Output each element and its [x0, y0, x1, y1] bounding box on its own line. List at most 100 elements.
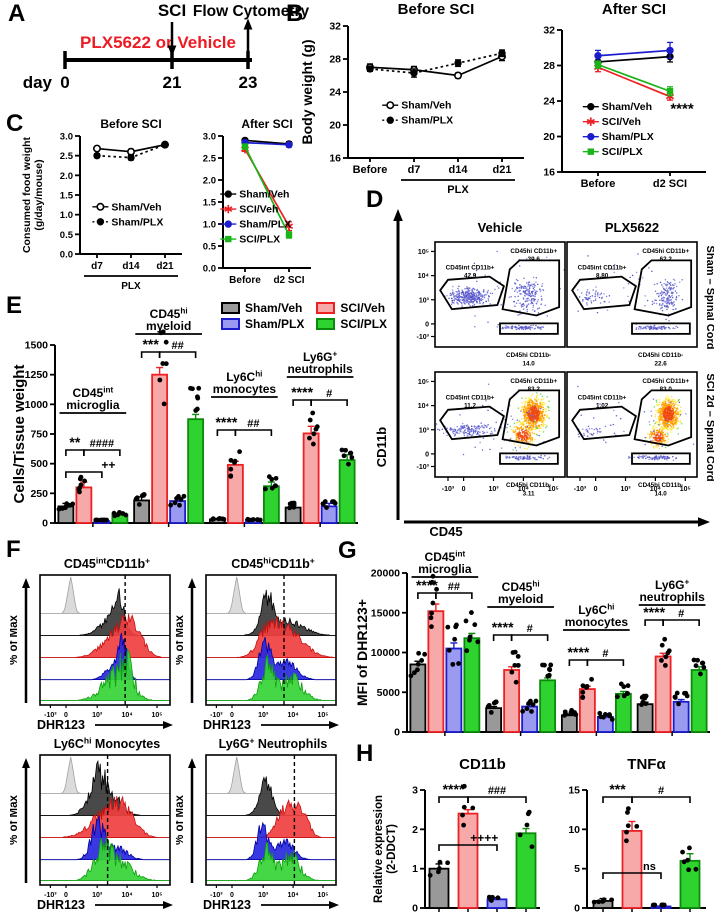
svg-text:Ly6Chi Monocytes: Ly6Chi Monocytes [54, 735, 160, 751]
svg-text:0: 0 [394, 727, 400, 739]
svg-text:microglia: microglia [66, 398, 120, 412]
svg-text:Flow Cytometry: Flow Cytometry [193, 3, 310, 20]
svg-text:10⁴: 10⁴ [418, 273, 430, 280]
svg-text:CD45int: CD45int [425, 549, 466, 564]
svg-text:10³: 10³ [258, 892, 269, 899]
svg-text:SCI/PLX: SCI/PLX [239, 234, 280, 246]
svg-text:Sham/PLX: Sham/PLX [401, 115, 453, 127]
svg-text:TNFα: TNFα [627, 756, 666, 773]
svg-text:20: 20 [329, 120, 341, 132]
svg-text:10³: 10³ [620, 486, 631, 493]
chart-body-weight-after: 16 20 24 28 32 After SCI Before d2 SCI Sham/Veh S… [543, 2, 706, 190]
svg-text:++: ++ [101, 458, 115, 472]
svg-text:-10³: -10³ [210, 892, 223, 899]
svg-text:0: 0 [230, 712, 234, 719]
svg-text:SCI/Veh: SCI/Veh [602, 116, 641, 128]
svg-text:CD45hi CD11b-: CD45hi CD11b- [506, 352, 551, 359]
svg-text:-10³: -10³ [417, 334, 430, 341]
svg-text:0: 0 [60, 73, 69, 92]
svg-text:DHR123: DHR123 [203, 898, 251, 912]
svg-text:10³: 10³ [488, 486, 499, 493]
svg-text:****: **** [567, 644, 589, 660]
hist-ly6c-monocytes: Ly6Chi Monocytes % of Max -10³ 0 10³ 10⁴ 10⁵ DH… [10, 735, 173, 912]
svg-text:0: 0 [425, 451, 429, 458]
svg-text:42.9: 42.9 [464, 272, 477, 279]
svg-text:****: **** [443, 781, 465, 797]
svg-text:Ly6G+: Ly6G+ [655, 577, 690, 592]
svg-text:15: 15 [568, 785, 580, 797]
svg-text:DHR123: DHR123 [37, 898, 85, 912]
svg-text:1.02: 1.02 [596, 402, 609, 409]
svg-text:monocytes: monocytes [565, 615, 629, 629]
svg-text:16: 16 [543, 167, 555, 179]
svg-text:####: #### [90, 438, 114, 450]
svg-text:###: ### [488, 785, 506, 797]
svg-text:83.2: 83.2 [528, 386, 541, 393]
svg-text:10⁵: 10⁵ [151, 712, 162, 719]
svg-text:2: 2 [412, 824, 418, 836]
svg-text:d7: d7 [91, 261, 103, 272]
svg-text:CD45hi CD11b+: CD45hi CD11b+ [642, 248, 689, 255]
hist-cd45hi-cd11b: CD45hiCD11b+ % of Max -10³ 0 10³ 10⁴ 10⁵ DHR123 [176, 555, 339, 732]
svg-text:-10³: -10³ [417, 464, 430, 471]
svg-text:14.0: 14.0 [522, 361, 535, 368]
legend-label: Sham/Veh [245, 301, 303, 315]
legend-label: SCI/PLX [340, 317, 388, 331]
svg-text:#: # [658, 785, 664, 797]
svg-text:(g/day/mouse): (g/day/mouse) [33, 159, 45, 230]
svg-text:8.80: 8.80 [596, 272, 609, 279]
svg-text:39.6: 39.6 [528, 256, 541, 263]
svg-text:0.5: 0.5 [203, 242, 217, 253]
svg-text:250: 250 [30, 488, 48, 500]
svg-text:Before: Before [353, 164, 388, 176]
svg-text:3.0: 3.0 [60, 132, 73, 143]
svg-text:10⁵: 10⁵ [548, 486, 559, 493]
svg-text:500: 500 [30, 458, 48, 470]
svg-text:monocytes: monocytes [213, 382, 277, 396]
svg-text:##: ## [448, 581, 460, 593]
svg-text:21: 21 [163, 73, 182, 92]
svg-text:CD45hi CD11b+: CD45hi CD11b+ [642, 378, 689, 385]
svg-text:Cells/Tissue weight: Cells/Tissue weight [11, 365, 28, 504]
svg-text:****: **** [670, 100, 694, 117]
svg-text:0.0: 0.0 [203, 264, 216, 275]
svg-text:-10³: -10³ [210, 712, 223, 719]
svg-text:83.0: 83.0 [660, 386, 673, 393]
svg-text:SCI: SCI [158, 1, 186, 20]
svg-text:CD45hi CD11b-: CD45hi CD11b- [638, 482, 683, 489]
legend-item: SCI/Veh [316, 301, 387, 315]
svg-text:CD45hi CD11b-: CD45hi CD11b- [638, 352, 683, 359]
svg-text:myeloid: myeloid [146, 319, 191, 333]
legend-swatch-icon [316, 302, 336, 314]
svg-text:d2 SCI: d2 SCI [273, 275, 304, 286]
svg-text:10⁵: 10⁵ [418, 379, 429, 386]
svg-text:23: 23 [239, 73, 258, 92]
svg-text:CD45: CD45 [429, 524, 462, 539]
svg-text:750: 750 [30, 429, 48, 441]
svg-text:***: *** [142, 336, 159, 352]
svg-text:0: 0 [230, 892, 234, 899]
svg-text:0.0: 0.0 [60, 250, 73, 261]
svg-text:(2-DDCT): (2-DDCT) [386, 824, 398, 874]
svg-text:1: 1 [412, 863, 418, 875]
svg-text:CD45int: CD45int [73, 385, 114, 400]
panel-label-g: G [338, 537, 357, 564]
svg-text:****: **** [416, 577, 438, 593]
svg-text:DHR123: DHR123 [203, 718, 251, 732]
panel-label-b: B [286, 0, 304, 27]
svg-text:10⁴: 10⁴ [121, 892, 133, 899]
svg-text:CD45hi CD11b-: CD45hi CD11b- [506, 482, 551, 489]
svg-text:10³: 10³ [258, 712, 269, 719]
svg-text:Ly6G+ Neutrophils: Ly6G+ Neutrophils [219, 735, 328, 751]
svg-text:2.5: 2.5 [203, 154, 217, 165]
svg-text:32: 32 [543, 25, 555, 37]
panel-d-flow-plots: Vehicle PLX5622 Sham – Spinal Cord SCI 2d –… [374, 209, 714, 539]
svg-text:Before SCI: Before SCI [100, 117, 161, 131]
svg-text:myeloid: myeloid [498, 592, 543, 606]
svg-text:10⁵: 10⁵ [680, 486, 691, 493]
svg-text:Ly6Chi: Ly6Chi [226, 369, 262, 384]
svg-text:10⁴: 10⁴ [287, 892, 299, 899]
svg-text:0: 0 [64, 712, 68, 719]
svg-text:22.6: 22.6 [654, 361, 667, 368]
svg-text:#: # [602, 648, 608, 660]
